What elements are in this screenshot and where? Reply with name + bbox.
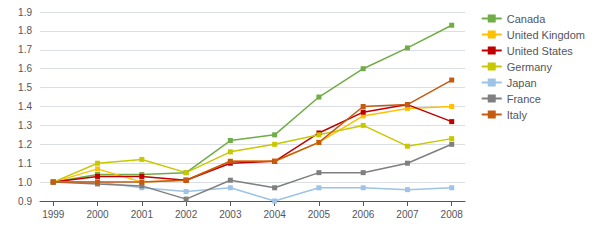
svg-text:2005: 2005 [308,209,331,220]
svg-text:2001: 2001 [131,209,154,220]
svg-text:Japan: Japan [507,77,537,89]
svg-text:Germany: Germany [507,61,553,73]
svg-text:United Kingdom: United Kingdom [507,29,585,41]
svg-text:2000: 2000 [86,209,109,220]
svg-text:1.7: 1.7 [18,44,32,55]
svg-text:1.0: 1.0 [18,177,32,188]
svg-text:0.9: 0.9 [18,196,32,207]
svg-text:Canada: Canada [507,13,546,25]
svg-text:2007: 2007 [396,209,419,220]
svg-text:1.2: 1.2 [18,139,32,150]
svg-text:2006: 2006 [352,209,375,220]
svg-text:1.8: 1.8 [18,25,32,36]
svg-text:1.1: 1.1 [18,158,32,169]
svg-text:Italy: Italy [507,109,528,121]
svg-text:2003: 2003 [219,209,242,220]
svg-text:2004: 2004 [264,209,287,220]
svg-text:1.9: 1.9 [18,7,32,18]
svg-text:1.6: 1.6 [18,63,32,74]
svg-text:1.4: 1.4 [18,101,32,112]
svg-text:2008: 2008 [441,209,464,220]
svg-text:1.5: 1.5 [18,82,32,93]
svg-text:2002: 2002 [175,209,198,220]
svg-text:France: France [507,93,541,105]
svg-text:1999: 1999 [42,209,65,220]
svg-text:1.3: 1.3 [18,120,32,131]
svg-text:United States: United States [507,45,574,57]
